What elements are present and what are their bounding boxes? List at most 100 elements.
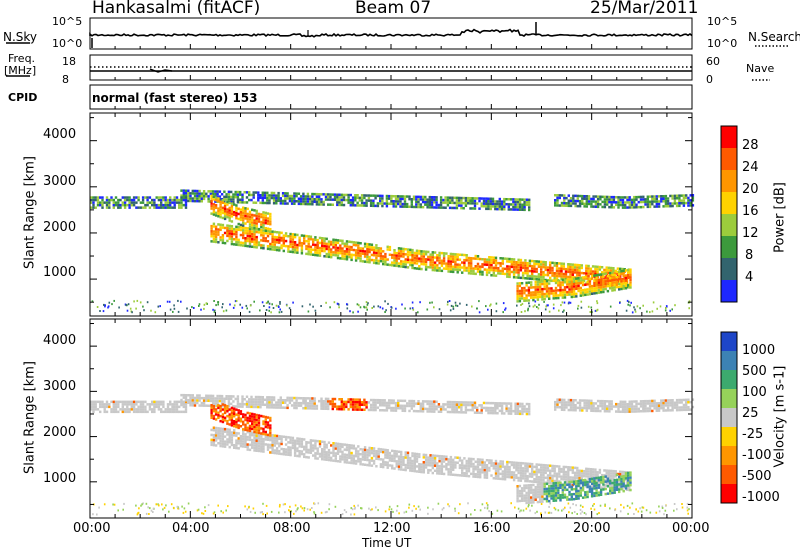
power-cell: [372, 246, 376, 249]
power-cell: [452, 257, 455, 261]
velocity-cell: [334, 459, 337, 463]
power-cell: [332, 251, 335, 254]
power-cell: [293, 192, 296, 195]
velocity-cell: [281, 401, 285, 404]
power-cell: [447, 270, 450, 273]
velocity-cell: [253, 418, 256, 421]
velocity-cell: [501, 475, 504, 478]
power-cell: [381, 204, 384, 208]
power-cell: [244, 222, 247, 225]
power-cell: [260, 246, 263, 250]
velocity-cell: [418, 453, 421, 456]
power-cell: [536, 288, 540, 291]
power-cell: [442, 206, 445, 209]
power-cell: [244, 212, 247, 215]
velocity-cell: [365, 403, 368, 407]
power-cell: [260, 231, 263, 234]
power-cell: [504, 307, 507, 310]
velocity-cell: [388, 399, 391, 402]
power-cell: [401, 195, 404, 198]
power-cell: [648, 203, 652, 206]
power-cell: [293, 243, 297, 246]
power-cell: [377, 254, 380, 258]
power-cell: [541, 298, 544, 301]
velocity-cell: [223, 409, 227, 412]
velocity-cell: [266, 443, 270, 446]
velocity-cell: [241, 397, 244, 401]
power-cell: [257, 217, 261, 221]
power-cell: [358, 304, 360, 307]
velocity-cell: [528, 475, 532, 478]
power-cell: [354, 241, 358, 244]
power-cell: [327, 193, 330, 196]
power-cell: [327, 203, 330, 206]
power-cell: [553, 261, 556, 265]
velocity-cell: [330, 451, 333, 455]
power-cell: [442, 254, 446, 258]
power-cell: [357, 251, 360, 255]
velocity-cell: [431, 461, 434, 465]
power-cell: [597, 281, 601, 284]
velocity-cell: [250, 395, 253, 399]
velocity-cell: [212, 426, 216, 429]
power-cell: [514, 198, 517, 201]
velocity-cell: [402, 461, 405, 464]
power-cell: [279, 202, 282, 205]
power-cell: [155, 203, 158, 207]
power-cell: [227, 190, 231, 194]
velocity-cell: [456, 473, 459, 477]
velocity-cell: [298, 437, 301, 441]
power-cell: [420, 250, 423, 253]
velocity-cell: [332, 442, 335, 445]
velocity-cell: [607, 469, 611, 473]
power-cell: [210, 232, 213, 235]
velocity-cell: [377, 457, 380, 461]
power-cell: [415, 198, 418, 201]
velocity-cell: [424, 456, 428, 459]
power-cell: [517, 258, 520, 262]
velocity-cell: [521, 410, 524, 413]
power-cell: [295, 194, 298, 198]
power-cell: [282, 237, 285, 240]
velocity-cell: [202, 399, 206, 402]
power-cell: [542, 276, 545, 279]
power-cell: [609, 274, 612, 277]
power-cell: [372, 194, 375, 197]
power-cell: [96, 196, 100, 199]
velocity-cell: [553, 467, 556, 470]
velocity-cell: [298, 452, 301, 455]
power-cell: [305, 239, 308, 243]
power-cell: [525, 281, 528, 285]
velocity-cell: [540, 471, 543, 474]
velocity-cell: [232, 405, 235, 408]
velocity-cell: [345, 446, 349, 449]
power-cell: [494, 207, 497, 211]
power-cell: [537, 263, 541, 266]
power-cell: [528, 206, 531, 209]
power-cell: [413, 259, 416, 262]
power-cell: [385, 309, 387, 312]
power-cell: [262, 234, 265, 237]
velocity-cell: [551, 474, 554, 478]
power-cell: [651, 200, 654, 203]
power-cell: [221, 239, 225, 242]
power-cell: [146, 301, 149, 304]
velocity-cell: [309, 439, 313, 442]
velocity-cell: [210, 404, 213, 407]
power-cell: [480, 204, 483, 208]
velocity-cell: [253, 434, 256, 437]
velocity-cell: [314, 442, 317, 445]
power-cell: [291, 248, 295, 251]
power-cell: [519, 261, 523, 264]
velocity-cell: [369, 408, 373, 412]
velocity-cell: [347, 398, 350, 401]
velocity-cell: [280, 442, 283, 446]
power-cell: [391, 253, 394, 257]
power-cell: [209, 192, 212, 196]
velocity-cell: [553, 464, 556, 468]
velocity-cell: [465, 459, 468, 463]
velocity-cell: [426, 402, 429, 406]
velocity-cell: [505, 404, 508, 408]
power-cell: [560, 272, 563, 276]
velocity-cell: [321, 448, 324, 451]
